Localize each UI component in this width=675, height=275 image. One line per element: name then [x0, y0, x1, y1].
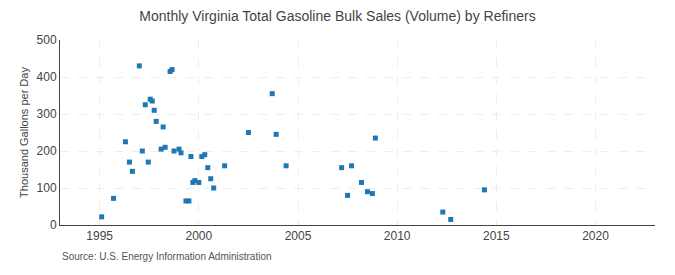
- svg-text:400: 400: [37, 70, 57, 84]
- svg-text:Source: U.S. Energy Informatio: Source: U.S. Energy Information Administ…: [62, 251, 272, 262]
- svg-text:300: 300: [37, 107, 57, 121]
- svg-text:2020: 2020: [582, 229, 609, 243]
- svg-text:Monthly Virginia Total Gasolin: Monthly Virginia Total Gasoline Bulk Sal…: [139, 8, 535, 24]
- svg-text:200: 200: [37, 144, 57, 158]
- svg-text:2000: 2000: [185, 229, 212, 243]
- svg-text:Thousand Gallons per Day: Thousand Gallons per Day: [18, 67, 30, 198]
- svg-text:0: 0: [50, 218, 57, 232]
- svg-text:1995: 1995: [86, 229, 113, 243]
- svg-text:2005: 2005: [285, 229, 312, 243]
- svg-text:2015: 2015: [483, 229, 510, 243]
- svg-text:500: 500: [37, 33, 57, 47]
- svg-text:100: 100: [37, 181, 57, 195]
- svg-text:2010: 2010: [384, 229, 411, 243]
